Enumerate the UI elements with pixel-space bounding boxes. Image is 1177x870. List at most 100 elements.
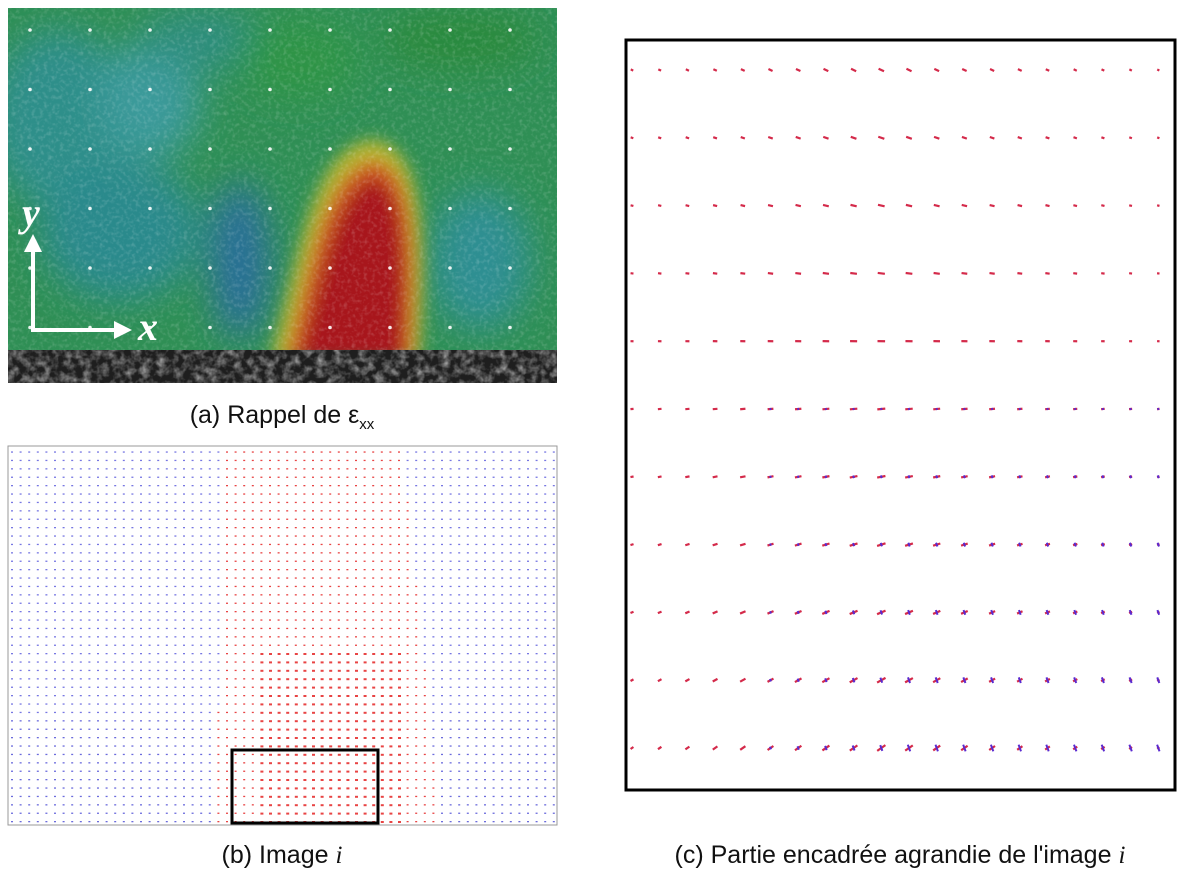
vector-dot — [11, 787, 13, 789]
vector-dot — [441, 795, 443, 798]
vector-blue — [769, 543, 772, 547]
vector-dot — [11, 669, 13, 672]
vector-dot — [535, 611, 538, 613]
vector-dot — [484, 812, 486, 814]
vector-dot — [243, 602, 246, 604]
vector-dot — [518, 728, 521, 730]
vector-dot — [71, 678, 74, 680]
vector-dot — [380, 695, 384, 697]
vector-dot — [363, 653, 367, 655]
vector-dot — [114, 577, 117, 579]
axis-x-label: x — [137, 304, 158, 349]
vector-dot — [54, 770, 56, 772]
vector-dot — [441, 543, 443, 546]
vector-dot — [105, 552, 108, 554]
vector-dot — [165, 745, 168, 747]
vector-dot — [148, 493, 151, 495]
vector-dot — [466, 535, 469, 537]
vector-dot — [423, 804, 426, 806]
vector-dot — [389, 569, 392, 571]
vector-dot — [11, 737, 13, 739]
vector-dot — [527, 703, 529, 705]
vector-dot — [492, 577, 495, 579]
vector-dot — [97, 686, 99, 688]
vector-dot — [286, 585, 289, 588]
vector-dot — [122, 485, 125, 487]
vector-dot — [303, 451, 306, 453]
vector-blue — [879, 744, 884, 752]
vector-dot — [312, 552, 314, 554]
vector-blue — [796, 745, 800, 751]
vector-dot — [294, 552, 297, 554]
vector-dot — [191, 627, 194, 630]
vector-dot — [544, 787, 547, 789]
vector-dot — [19, 552, 22, 554]
vector-dot — [320, 611, 323, 613]
vector-dot — [277, 728, 281, 731]
vector-dot — [432, 804, 435, 806]
vector-dot — [251, 762, 254, 764]
vector-dot — [105, 695, 108, 697]
vector-dot — [535, 577, 538, 579]
vector-dot — [501, 518, 504, 520]
vector-dot — [389, 669, 393, 672]
vector-dot — [415, 543, 418, 546]
vector-dot — [217, 585, 220, 588]
vector-dot — [518, 543, 521, 546]
vector-dot — [372, 686, 376, 689]
vector-dot — [286, 543, 289, 546]
vector-dot — [226, 770, 228, 772]
vector-dot — [312, 476, 314, 478]
vector-dot — [174, 753, 177, 756]
vector-dot — [355, 594, 357, 596]
vector-dot — [105, 770, 108, 772]
vector-dot — [45, 711, 48, 714]
vector-dot — [294, 661, 298, 664]
vector-dot — [286, 619, 289, 621]
vector-dot — [363, 812, 367, 815]
vector-dot — [449, 627, 452, 630]
vector-dot — [492, 728, 495, 730]
vector-dot — [54, 695, 56, 697]
vector-dot — [251, 594, 254, 596]
vector-dot — [466, 569, 469, 571]
vector-dot — [423, 753, 426, 756]
vector-dot — [97, 737, 99, 739]
vector-dot — [432, 585, 435, 588]
vector-dot — [114, 661, 117, 663]
vector-red — [740, 68, 746, 72]
vector-dot — [131, 527, 134, 529]
marker-dot — [208, 266, 212, 270]
vector-dot — [518, 795, 521, 798]
vector-dot — [226, 644, 228, 646]
vector-dot — [165, 787, 168, 789]
vector-dot — [423, 468, 426, 470]
vector-dot — [79, 787, 82, 789]
vector-dot — [406, 770, 409, 772]
vector-dot — [79, 804, 82, 806]
vector-dot — [251, 560, 254, 562]
vector-dot — [19, 560, 22, 562]
vector-dot — [200, 720, 203, 722]
vector-dot — [286, 678, 290, 681]
vector-dot — [251, 779, 254, 781]
vector-dot — [140, 711, 142, 714]
vector-dot — [346, 485, 349, 487]
vector-dot — [54, 560, 56, 562]
vector-dot — [217, 501, 220, 504]
vector-dot — [312, 737, 315, 739]
vector-dot — [157, 661, 160, 663]
vector-dot — [88, 535, 91, 537]
vector-blue — [796, 475, 800, 479]
vector-dot — [260, 695, 264, 697]
vector-dot — [277, 501, 280, 504]
vector-dot — [62, 812, 65, 814]
vector-dot — [501, 451, 504, 453]
vector-dot — [492, 695, 495, 697]
vector-dot — [535, 661, 538, 663]
vector-dot — [122, 518, 125, 520]
vector-dot — [114, 619, 117, 621]
vector-dot — [475, 779, 478, 781]
vector-dot — [355, 611, 357, 613]
